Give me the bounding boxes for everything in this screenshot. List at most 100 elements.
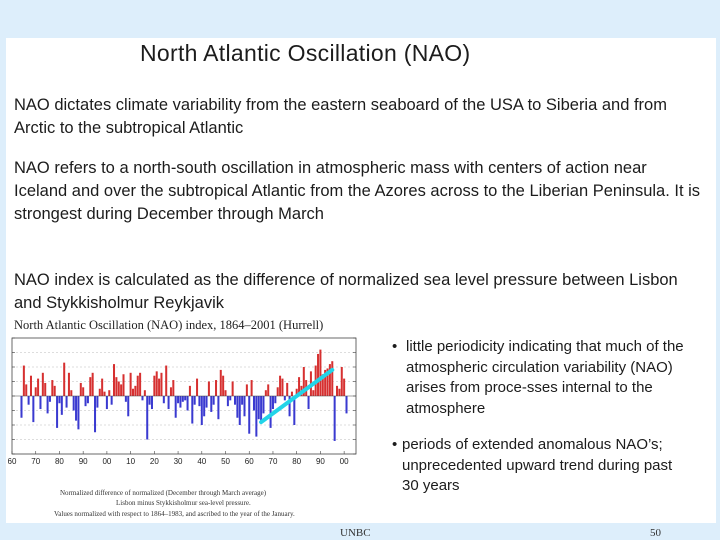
bar-1954	[233, 396, 237, 405]
bar-1915	[141, 396, 144, 401]
bar-1973	[279, 375, 282, 396]
nao-index-chart: 60 70 80 90 00 10 20 30 40 50 60 70 80 90 00	[8, 337, 357, 466]
bar-1995	[331, 361, 334, 396]
chart-trend	[259, 367, 335, 425]
bar-1943	[207, 381, 210, 396]
bar-1906	[120, 384, 123, 396]
bar-1930	[177, 396, 180, 404]
bar-2000	[343, 378, 346, 396]
bar-1971	[274, 396, 277, 404]
chart-caption-line-3: Values normalized with respect to 1864–1…	[54, 510, 295, 518]
slide-page	[6, 38, 716, 523]
bar-1905	[117, 381, 120, 396]
bar-1881	[60, 396, 63, 415]
bar-1873	[41, 372, 44, 396]
bar-1907	[122, 374, 125, 396]
bar-1947	[217, 396, 220, 420]
bar-1895	[94, 396, 97, 433]
bar-1999	[340, 367, 343, 396]
x-tick-label: 50	[221, 457, 230, 466]
bar-1913	[136, 375, 139, 396]
bar-1968	[267, 384, 270, 396]
bar-1945	[212, 396, 215, 405]
bar-1880	[58, 396, 61, 404]
bar-1935	[188, 385, 191, 396]
bar-1878	[53, 385, 56, 396]
bar-1955	[236, 396, 239, 418]
x-tick-label: 60	[8, 457, 17, 466]
bar-1981	[298, 377, 301, 396]
bar-1894	[91, 372, 94, 396]
bar-1904	[115, 377, 118, 396]
bar-1983	[302, 367, 305, 396]
bar-1911	[131, 388, 135, 396]
bar-1951	[226, 396, 229, 407]
bar-1902	[110, 396, 113, 405]
bar-1996	[333, 396, 336, 441]
x-tick-label: 10	[126, 457, 135, 466]
bar-1934	[186, 396, 189, 411]
bar-1990	[319, 349, 322, 396]
bar-2001	[345, 396, 348, 414]
bar-1897	[98, 388, 101, 396]
x-tick-label: 80	[292, 457, 301, 466]
x-tick-label: 00	[340, 457, 349, 466]
bar-1948	[219, 369, 222, 396]
x-tick-label: 20	[150, 457, 159, 466]
bar-1949	[222, 375, 225, 396]
footer-label: UNBC	[340, 527, 371, 539]
bar-1979	[293, 396, 296, 425]
bar-1962	[252, 396, 255, 411]
bar-1882	[63, 362, 66, 396]
bar-1978	[290, 391, 293, 396]
bar-1980	[295, 388, 298, 396]
bar-1976	[286, 382, 289, 396]
chart-tick-labels: 60 70 80 90 00 10 20 30 40 50 60 70 80 90 00	[8, 457, 349, 466]
bar-1966	[262, 396, 265, 414]
bar-1877	[51, 380, 54, 396]
slide-title: North Atlantic Oscillation (NAO)	[140, 40, 471, 66]
bar-1960	[248, 396, 251, 434]
bar-1870	[34, 387, 37, 396]
bar-1869	[32, 396, 35, 423]
bar-1997	[336, 385, 339, 396]
x-tick-label: 60	[245, 457, 254, 466]
bar-1972	[276, 387, 279, 396]
bar-1900	[105, 396, 108, 410]
x-tick-label: 40	[197, 457, 206, 466]
x-tick-label: 90	[316, 457, 325, 466]
bullet-marker: •	[392, 338, 398, 355]
bar-1883	[65, 396, 68, 408]
bar-1987	[312, 390, 315, 396]
bar-1917	[146, 396, 149, 440]
bar-1892	[86, 396, 89, 404]
bar-1922	[158, 378, 161, 396]
bar-1891	[84, 396, 87, 407]
bar-1963	[255, 396, 258, 437]
bar-1937	[193, 396, 196, 405]
paragraph-nao-climate: NAO dictates climate variability from th…	[14, 96, 667, 137]
bullet-anomalous-periods: • periods of extended anomalous NAO’s; u…	[392, 435, 682, 497]
bar-1969	[269, 396, 272, 428]
bar-1909	[127, 396, 130, 417]
x-tick-label: 30	[174, 457, 183, 466]
bar-1875	[46, 396, 49, 414]
bar-1868	[29, 375, 32, 396]
x-tick-label: 00	[102, 457, 111, 466]
bar-1991	[321, 374, 324, 396]
x-tick-label: 70	[31, 457, 40, 466]
bar-1910	[129, 372, 132, 396]
bar-1994	[328, 364, 331, 396]
bar-1884	[67, 372, 70, 396]
bar-1864	[20, 396, 23, 418]
x-tick-label: 90	[79, 457, 88, 466]
bar-1908	[124, 396, 127, 402]
bar-1989	[317, 353, 320, 396]
bar-1872	[39, 396, 42, 410]
bar-1959	[245, 384, 248, 396]
bar-1956	[238, 396, 241, 425]
bar-1876	[48, 396, 51, 402]
bullet-marker: •	[392, 436, 398, 453]
bar-1929	[174, 396, 177, 418]
bar-1950	[224, 390, 227, 396]
